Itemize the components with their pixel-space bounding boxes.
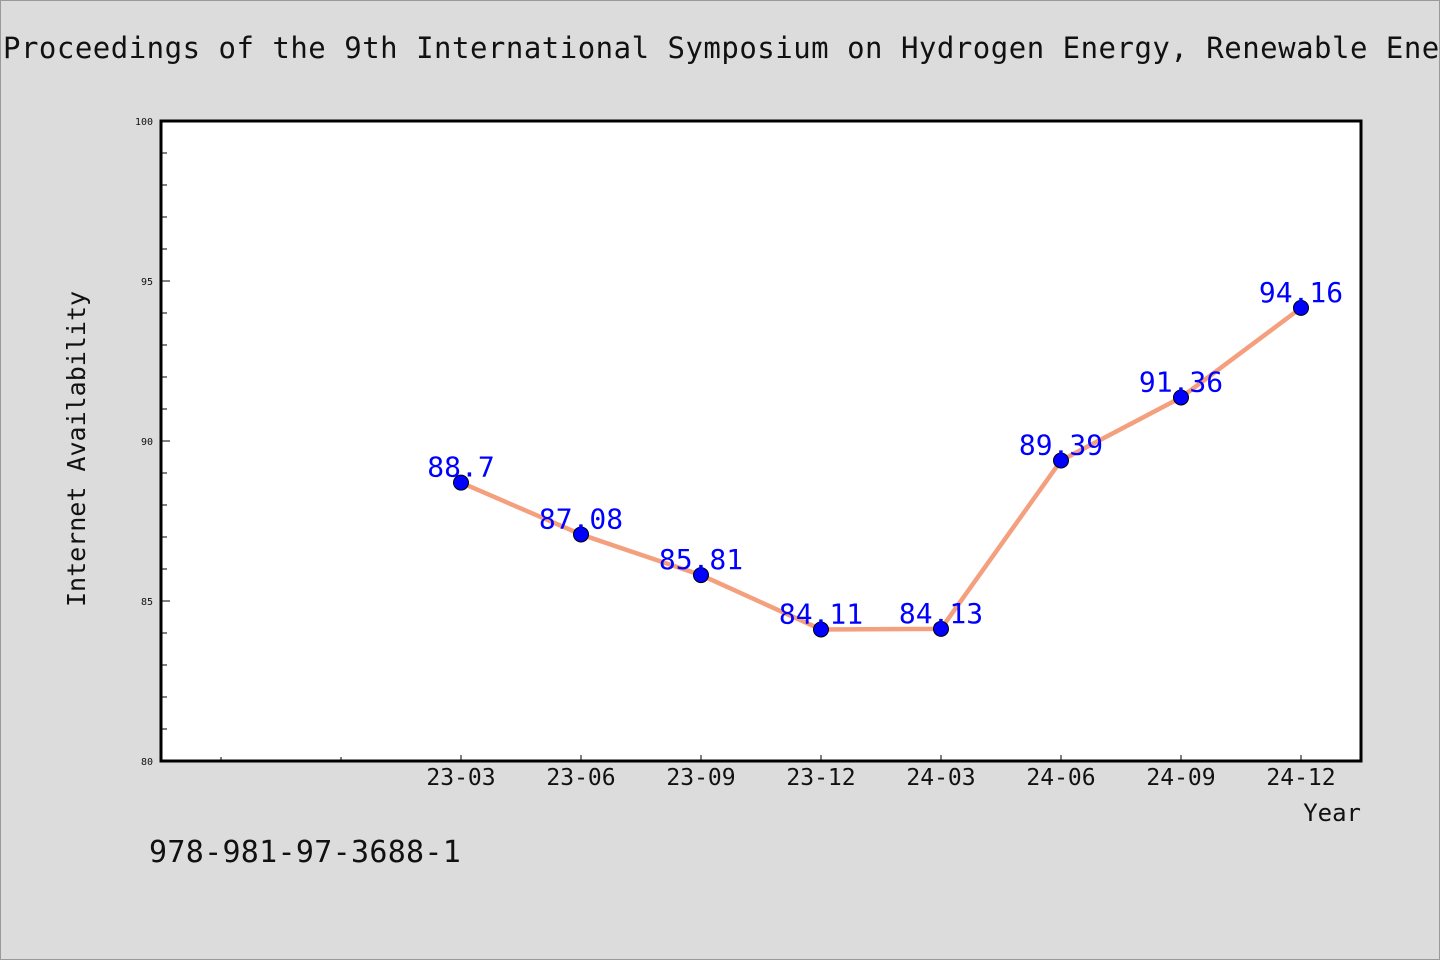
y-axis-label: Internet Availability <box>62 291 91 607</box>
data-label: 88.7 <box>427 451 494 484</box>
x-tick-label: 24-12 <box>1266 765 1335 791</box>
data-point <box>1053 452 1069 469</box>
data-label: 84.11 <box>779 597 863 630</box>
data-point <box>1173 389 1189 406</box>
data-point <box>1293 299 1309 316</box>
x-axis-label: Year <box>1303 799 1361 827</box>
data-label: 85.81 <box>659 543 743 576</box>
series-line <box>458 305 1304 632</box>
x-axis-ticks: 23-03 23-06 23-09 23-12 24-03 24-06 24-09 24-12 <box>220 755 1336 791</box>
x-tick-label: 24-06 <box>1026 765 1095 791</box>
data-label: 84.13 <box>899 597 983 630</box>
data-point <box>573 526 589 543</box>
series-line-group <box>458 305 1304 632</box>
data-point <box>453 474 469 491</box>
x-tick-label: 24-09 <box>1146 765 1215 791</box>
page-header-title: Proceedings of the 9th International Sym… <box>3 31 1440 65</box>
x-tick-label: 23-06 <box>546 765 615 791</box>
data-point <box>693 567 709 584</box>
x-tick-label: 23-12 <box>786 765 855 791</box>
x-tick-label: 23-03 <box>426 765 495 791</box>
y-tick-label: 80 <box>141 757 153 768</box>
y-tick-label: 95 <box>141 277 153 288</box>
y-tick-label: 100 <box>135 117 153 128</box>
plot-area <box>161 121 1361 761</box>
data-label: 89.39 <box>1019 429 1103 462</box>
data-label: 87.08 <box>539 502 623 535</box>
plot-border <box>159 119 1363 763</box>
series-points-group <box>453 299 1309 638</box>
data-point <box>933 620 949 637</box>
data-labels-group: 88.7 87.08 85.81 84.11 84.13 89.39 91.36 94.16 <box>427 276 1343 631</box>
isbn-text: 978-981-97-3688-1 <box>149 835 462 870</box>
x-tick-label: 23-09 <box>666 765 735 791</box>
x-tick-label: 24-03 <box>906 765 975 791</box>
data-label: 94.16 <box>1259 276 1343 309</box>
y-tick-label: 85 <box>141 597 153 608</box>
y-tick-label: 90 <box>141 437 153 448</box>
data-label: 91.36 <box>1139 365 1223 398</box>
data-point <box>813 621 829 638</box>
